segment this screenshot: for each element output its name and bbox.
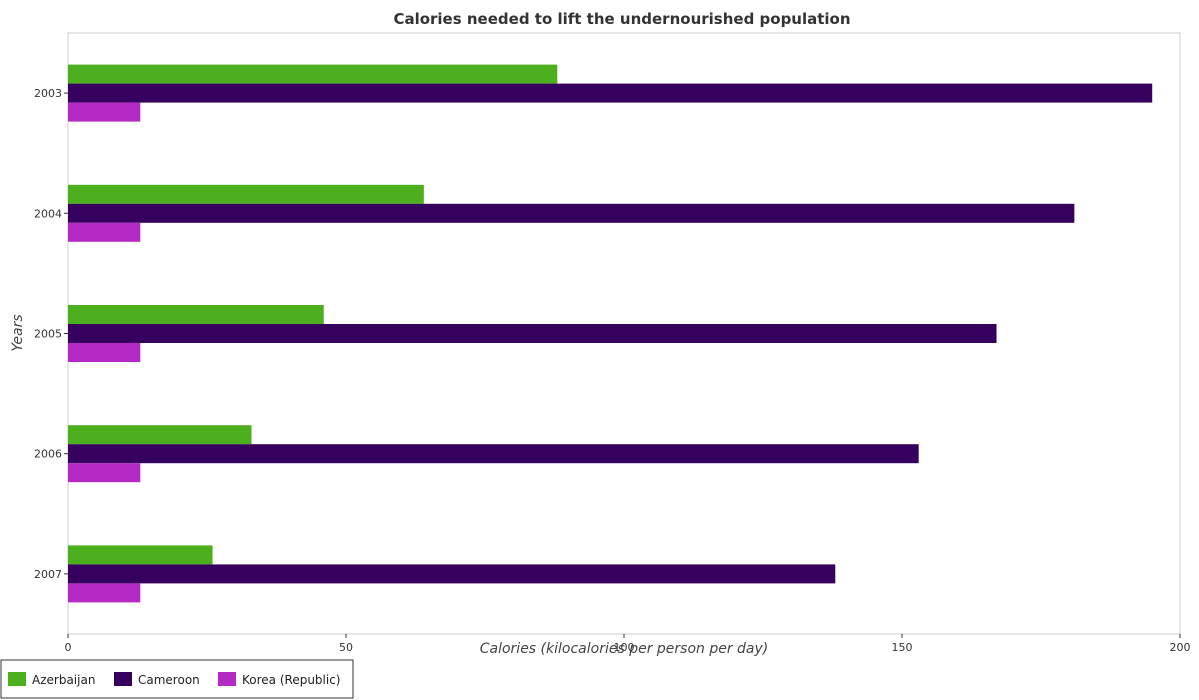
- y-ticks: 2003 2004 2005 2006 2007: [34, 87, 68, 581]
- plot-area: 2003 2004 2005 2006 2007 0 50 100 150 200: [34, 32, 1191, 654]
- x-tick-label: 50: [339, 641, 353, 654]
- x-ticks: 0 50 100 150 200: [65, 634, 1191, 654]
- legend-swatch-cameroon: [114, 672, 132, 686]
- x-axis-label: Calories (kilocalories per person per da…: [480, 641, 769, 657]
- bar-korea-republic-2007: [68, 583, 141, 603]
- bars: [68, 64, 1153, 603]
- bar-korea-republic-2003: [68, 102, 141, 122]
- bar-azerbaijan-2005: [68, 305, 324, 324]
- bar-cameroon-2005: [68, 324, 997, 343]
- chart-title: Calories needed to lift the undernourish…: [393, 10, 850, 28]
- y-tick-label: 2004: [34, 207, 62, 220]
- bar-azerbaijan-2007: [68, 545, 213, 565]
- bar-korea-republic-2006: [68, 463, 141, 483]
- legend-swatch-korea-republic: [218, 672, 236, 686]
- y-tick-label: 2006: [34, 448, 62, 461]
- legend-swatch-azerbaijan: [8, 672, 26, 686]
- y-tick-label: 2003: [34, 87, 62, 100]
- x-tick-label: 150: [892, 641, 913, 654]
- bar-azerbaijan-2003: [68, 64, 558, 84]
- y-tick-label: 2005: [34, 328, 62, 341]
- y-axis-label: Years: [10, 314, 26, 351]
- bar-azerbaijan-2006: [68, 425, 252, 445]
- bar-cameroon-2006: [68, 444, 919, 464]
- legend: Azerbaijan Cameroon Korea (Republic): [0, 659, 354, 699]
- x-tick-label: 200: [1170, 641, 1191, 654]
- bar-korea-republic-2004: [68, 222, 141, 242]
- legend-items: Azerbaijan Cameroon Korea (Republic): [8, 672, 340, 687]
- legend-label: Azerbaijan: [32, 673, 95, 687]
- x-tick-label: 0: [65, 641, 72, 654]
- y-tick-label: 2007: [34, 568, 62, 581]
- legend-label: Cameroon: [138, 673, 200, 687]
- legend-frame: [0, 659, 354, 699]
- bar-cameroon-2007: [68, 564, 836, 584]
- bar-azerbaijan-2004: [68, 184, 424, 204]
- x-tick-label: 100: [614, 641, 635, 654]
- legend-label: Korea (Republic): [242, 673, 340, 687]
- bar-cameroon-2004: [68, 203, 1075, 223]
- bar-korea-republic-2005: [68, 343, 141, 362]
- bar-cameroon-2003: [68, 83, 1153, 103]
